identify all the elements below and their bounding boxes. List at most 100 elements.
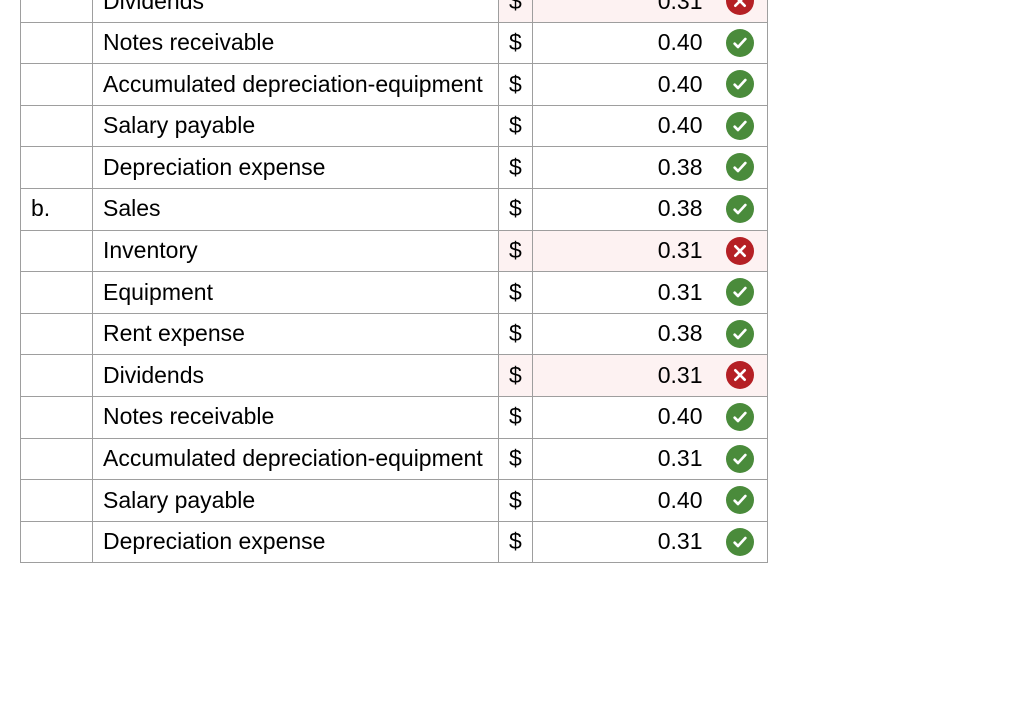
row-prefix [21,521,93,563]
currency-symbol: $ [499,438,533,480]
row-value[interactable]: 0.40 [658,112,703,138]
row-value-cell[interactable]: 0.40 [533,105,713,147]
row-prefix [21,22,93,64]
row-description[interactable]: Sales [93,188,499,230]
row-description[interactable]: Salary payable [93,480,499,522]
check-icon [726,195,754,223]
row-prefix [21,272,93,314]
row-value[interactable]: 0.31 [658,528,703,554]
row-value[interactable]: 0.38 [658,195,703,221]
table-row: Accumulated depreciation-equipment$0.31 [21,438,768,480]
row-description[interactable]: Salary payable [93,105,499,147]
row-description[interactable]: Notes receivable [93,22,499,64]
row-value[interactable]: 0.38 [658,154,703,180]
row-value[interactable]: 0.40 [658,487,703,513]
currency-symbol: $ [499,188,533,230]
check-icon [726,486,754,514]
row-value[interactable]: 0.31 [658,362,703,388]
table-row: Inventory$0.31 [21,230,768,272]
table-row: Accumulated depreciation-equipment$0.40 [21,64,768,106]
currency-symbol: $ [499,64,533,106]
row-prefix [21,396,93,438]
table-row: Salary payable$0.40 [21,480,768,522]
row-prefix [21,438,93,480]
row-status-cell [713,272,768,314]
currency-symbol: $ [499,521,533,563]
row-status-cell [713,64,768,106]
row-value-cell[interactable]: 0.40 [533,64,713,106]
row-value-cell[interactable]: 0.38 [533,313,713,355]
check-icon [726,29,754,57]
row-value[interactable]: 0.40 [658,71,703,97]
row-value-cell[interactable]: 0.38 [533,188,713,230]
currency-symbol: $ [499,396,533,438]
row-value-cell[interactable]: 0.40 [533,480,713,522]
row-description[interactable]: Notes receivable [93,396,499,438]
row-value-cell[interactable]: 0.31 [533,272,713,314]
row-value-cell[interactable]: 0.38 [533,147,713,189]
check-icon [726,70,754,98]
row-description[interactable]: Depreciation expense [93,521,499,563]
row-status-cell [713,0,768,22]
currency-symbol: $ [499,355,533,397]
table-row: Dividends$0.31 [21,0,768,22]
row-prefix [21,480,93,522]
row-status-cell [713,396,768,438]
table-row: Notes receivable$0.40 [21,22,768,64]
cross-icon [726,0,754,15]
row-status-cell [713,313,768,355]
row-value[interactable]: 0.31 [658,279,703,305]
row-value-cell[interactable]: 0.31 [533,230,713,272]
row-prefix [21,147,93,189]
row-value-cell[interactable]: 0.31 [533,521,713,563]
row-value-cell[interactable]: 0.40 [533,22,713,64]
grading-table: Dividends$0.31Notes receivable$0.40Accum… [20,0,768,563]
row-value-cell[interactable]: 0.40 [533,396,713,438]
cross-icon [726,361,754,389]
row-status-cell [713,22,768,64]
check-icon [726,153,754,181]
row-status-cell [713,355,768,397]
row-description[interactable]: Equipment [93,272,499,314]
row-description[interactable]: Dividends [93,355,499,397]
row-status-cell [713,480,768,522]
currency-symbol: $ [499,0,533,22]
row-prefix [21,313,93,355]
row-description[interactable]: Inventory [93,230,499,272]
check-icon [726,403,754,431]
check-icon [726,112,754,140]
currency-symbol: $ [499,105,533,147]
row-description[interactable]: Rent expense [93,313,499,355]
cross-icon [726,237,754,265]
row-prefix [21,230,93,272]
row-value[interactable]: 0.31 [658,0,703,14]
row-value[interactable]: 0.40 [658,29,703,55]
table-row: Notes receivable$0.40 [21,396,768,438]
row-value-cell[interactable]: 0.31 [533,438,713,480]
table-row: Depreciation expense$0.31 [21,521,768,563]
row-description[interactable]: Dividends [93,0,499,22]
row-description[interactable]: Accumulated depreciation-equipment [93,64,499,106]
row-description[interactable]: Depreciation expense [93,147,499,189]
check-icon [726,445,754,473]
currency-symbol: $ [499,480,533,522]
table-row: b.Sales$0.38 [21,188,768,230]
row-status-cell [713,105,768,147]
table-row: Rent expense$0.38 [21,313,768,355]
table-row: Dividends$0.31 [21,355,768,397]
row-status-cell [713,230,768,272]
row-prefix [21,0,93,22]
row-value[interactable]: 0.31 [658,445,703,471]
row-description[interactable]: Accumulated depreciation-equipment [93,438,499,480]
row-value[interactable]: 0.31 [658,237,703,263]
currency-symbol: $ [499,22,533,64]
row-value[interactable]: 0.40 [658,403,703,429]
row-prefix: b. [21,188,93,230]
table-row: Salary payable$0.40 [21,105,768,147]
check-icon [726,320,754,348]
row-status-cell [713,521,768,563]
row-value-cell[interactable]: 0.31 [533,0,713,22]
row-value-cell[interactable]: 0.31 [533,355,713,397]
row-value[interactable]: 0.38 [658,320,703,346]
row-prefix [21,105,93,147]
